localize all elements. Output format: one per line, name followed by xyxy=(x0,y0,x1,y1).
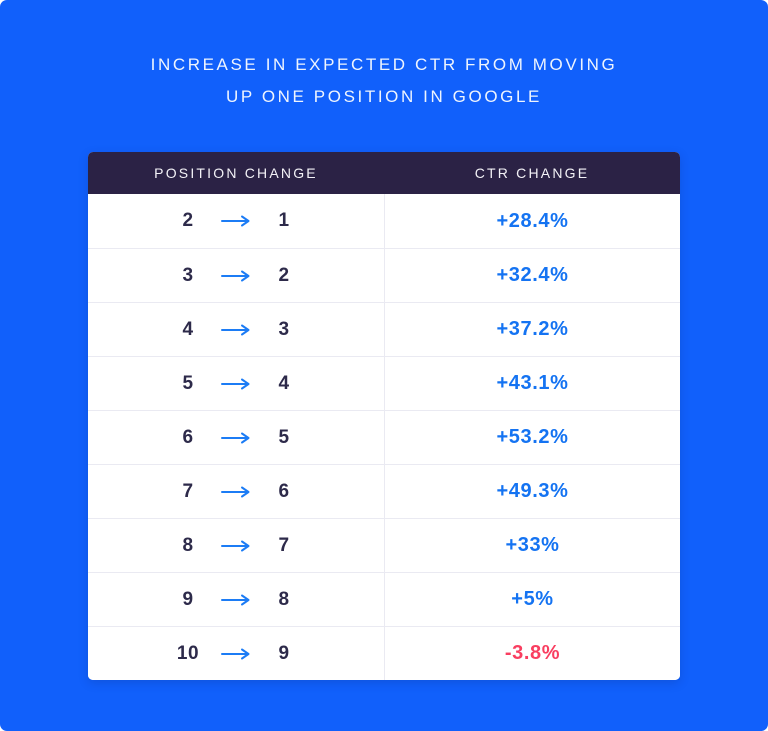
table-row: 3 2 +32.4% xyxy=(88,248,680,302)
column-header-ctr-change: CTR CHANGE xyxy=(474,165,590,181)
right-arrow-icon xyxy=(221,648,250,659)
position-change-cell: 5 4 xyxy=(88,357,384,410)
position-from: 9 xyxy=(182,588,194,610)
ctr-change-value: +5% xyxy=(511,588,554,610)
position-from: 4 xyxy=(182,318,194,340)
position-to: 4 xyxy=(278,372,290,394)
table-row: 10 9 -3.8% xyxy=(88,626,680,680)
ctr-change-value: +43.1% xyxy=(496,372,569,394)
position-change-cell: 6 5 xyxy=(88,411,384,464)
position-change-cell: 3 2 xyxy=(88,249,384,302)
position-to: 1 xyxy=(278,210,290,231)
right-arrow-icon xyxy=(221,270,250,281)
position-to: 8 xyxy=(278,588,290,610)
table-row: 9 8 +5% xyxy=(88,572,680,626)
position-from: 8 xyxy=(182,534,194,556)
position-change-cell: 9 8 xyxy=(88,573,384,626)
position-change-cell: 8 7 xyxy=(88,519,384,572)
ctr-change-cell: +32.4% xyxy=(384,249,680,302)
table-row: 8 7 +33% xyxy=(88,518,680,572)
position-to: 9 xyxy=(278,642,290,664)
column-header-position-change: POSITION CHANGE xyxy=(154,165,318,181)
ctr-table: POSITION CHANGE CTR CHANGE 2 1 +28.4% 3 … xyxy=(88,152,680,680)
right-arrow-icon xyxy=(221,324,250,335)
ctr-change-cell: +43.1% xyxy=(384,357,680,410)
table-row: 2 1 +28.4% xyxy=(88,194,680,248)
ctr-change-value: +33% xyxy=(505,534,560,556)
position-to: 6 xyxy=(278,480,290,502)
right-arrow-icon xyxy=(221,540,250,551)
ctr-change-cell: +53.2% xyxy=(384,411,680,464)
right-arrow-icon xyxy=(221,378,250,389)
position-to: 3 xyxy=(278,318,290,340)
position-to: 5 xyxy=(278,426,290,448)
position-to: 2 xyxy=(278,264,290,286)
ctr-change-cell: +5% xyxy=(384,573,680,626)
position-from: 10 xyxy=(176,642,200,664)
table-row: 5 4 +43.1% xyxy=(88,356,680,410)
position-change-cell: 7 6 xyxy=(88,465,384,518)
position-from: 6 xyxy=(182,426,194,448)
right-arrow-icon xyxy=(221,594,250,605)
title-line-2: UP ONE POSITION IN GOOGLE xyxy=(226,87,542,106)
right-arrow-icon xyxy=(221,215,250,227)
position-from: 2 xyxy=(182,210,194,231)
ctr-change-cell: +28.4% xyxy=(384,194,680,248)
right-arrow-icon xyxy=(221,432,250,443)
position-from: 7 xyxy=(182,480,194,502)
ctr-change-cell: -3.8% xyxy=(384,627,680,680)
table-body: 2 1 +28.4% 3 2 +32.4% 4 3 xyxy=(88,194,680,680)
ctr-change-value: +37.2% xyxy=(496,318,569,340)
ctr-change-value: +49.3% xyxy=(496,480,569,502)
right-arrow-icon xyxy=(221,486,250,497)
ctr-change-cell: +33% xyxy=(384,519,680,572)
position-change-cell: 10 9 xyxy=(88,627,384,680)
ctr-change-value: -3.8% xyxy=(504,642,561,664)
ctr-change-value: +28.4% xyxy=(496,209,569,232)
ctr-change-cell: +37.2% xyxy=(384,303,680,356)
ctr-change-value: +32.4% xyxy=(496,264,569,286)
page-title: INCREASE IN EXPECTED CTR FROM MOVING UP … xyxy=(0,49,768,113)
table-row: 4 3 +37.2% xyxy=(88,302,680,356)
table-header-row: POSITION CHANGE CTR CHANGE xyxy=(88,152,680,194)
position-to: 7 xyxy=(278,534,290,556)
position-from: 5 xyxy=(182,372,194,394)
position-from: 3 xyxy=(182,264,194,286)
position-change-cell: 4 3 xyxy=(88,303,384,356)
position-change-cell: 2 1 xyxy=(88,194,384,248)
title-line-1: INCREASE IN EXPECTED CTR FROM MOVING xyxy=(150,55,618,74)
ctr-change-cell: +49.3% xyxy=(384,465,680,518)
ctr-change-value: +53.2% xyxy=(496,426,569,448)
table-row: 6 5 +53.2% xyxy=(88,410,680,464)
table-row: 7 6 +49.3% xyxy=(88,464,680,518)
